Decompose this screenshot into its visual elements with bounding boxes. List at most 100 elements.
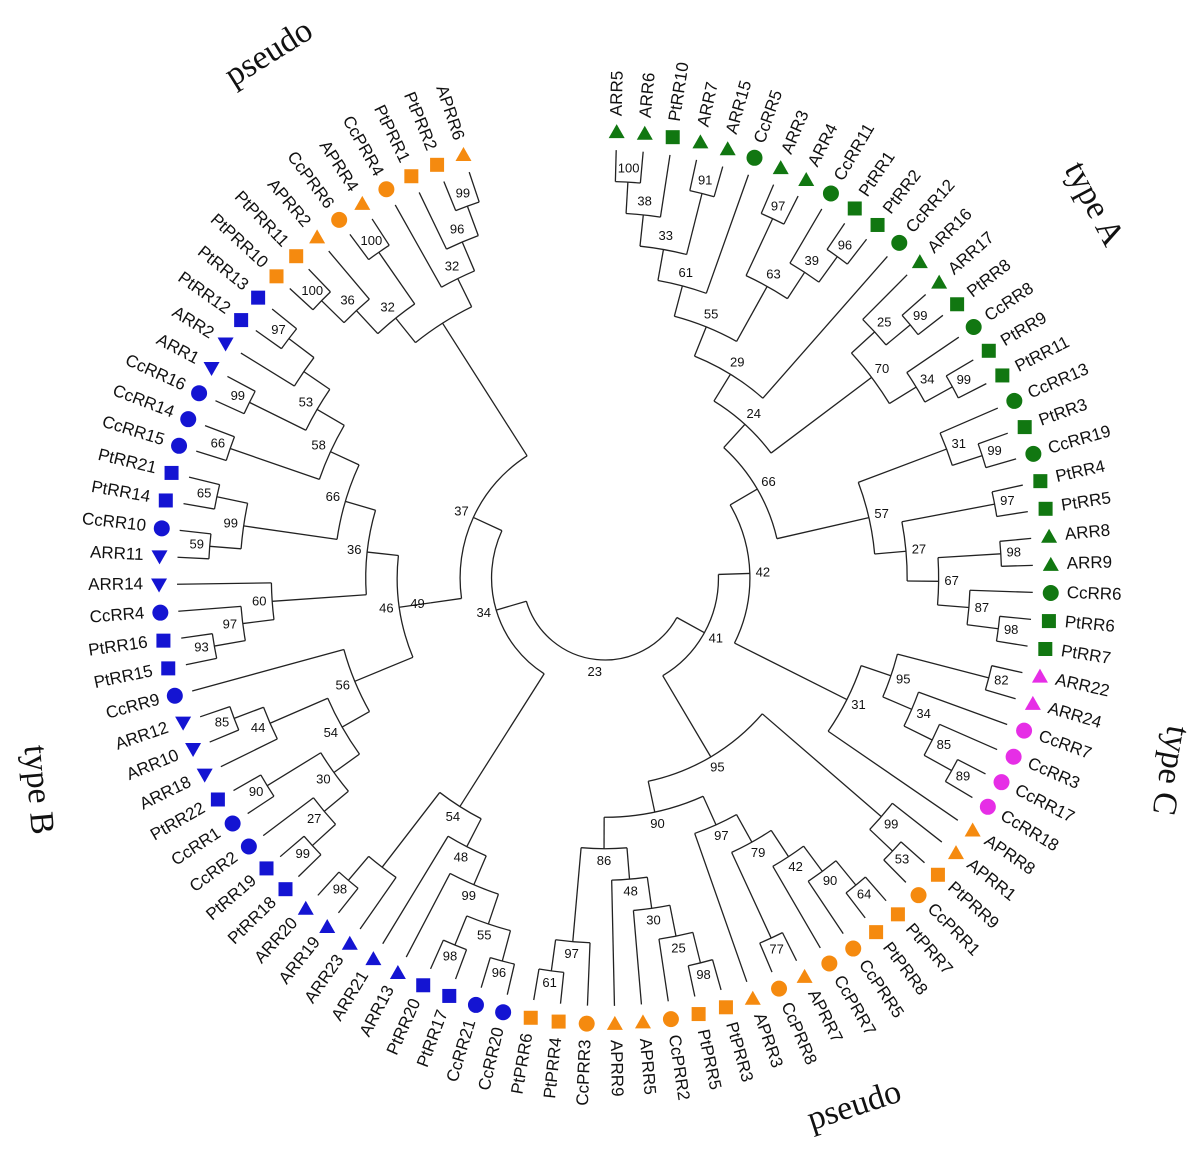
leaf-label: APRR9	[607, 1040, 627, 1097]
bootstrap-value: 99	[456, 185, 470, 200]
branch	[781, 932, 798, 962]
bootstrap-value: 85	[937, 737, 951, 752]
branch	[626, 847, 631, 880]
leaf-marker	[662, 1011, 679, 1028]
branch-arc	[396, 555, 414, 658]
branch-arc	[446, 234, 479, 250]
bootstrap-value: 37	[454, 503, 468, 518]
bootstrap-value: 66	[211, 436, 225, 451]
branch	[999, 615, 1032, 620]
leaf-marker	[234, 313, 249, 328]
leaf-marker	[161, 661, 176, 676]
bootstrap-value: 32	[380, 299, 394, 314]
leaf-marker	[365, 951, 382, 966]
leaf-label: CcRR20	[475, 1025, 508, 1092]
branch	[473, 855, 487, 886]
leaf-marker	[847, 201, 862, 216]
branch	[418, 192, 448, 250]
branch-arc	[850, 352, 890, 404]
branch	[985, 458, 1017, 469]
branch-arc	[225, 436, 236, 461]
branch	[759, 942, 773, 973]
branch	[657, 249, 665, 281]
branch	[468, 171, 480, 203]
leaf-marker	[719, 141, 736, 156]
bootstrap-value: 36	[340, 293, 354, 308]
branch	[776, 517, 870, 540]
leaf-marker	[378, 181, 395, 198]
branch	[533, 968, 540, 1001]
branch	[183, 502, 215, 510]
leaf-label: PtRR7	[1060, 641, 1112, 668]
branch	[923, 754, 952, 772]
leaf-marker	[1041, 528, 1058, 543]
leaf-marker	[319, 918, 336, 933]
group-label: type A	[1057, 155, 1132, 252]
bootstrap-value: 49	[410, 596, 424, 611]
branch	[999, 537, 1032, 542]
branch	[333, 753, 360, 774]
branch	[729, 488, 758, 506]
bootstrap-value: 33	[658, 228, 672, 243]
bootstrap-value: 36	[347, 542, 361, 557]
branch	[454, 915, 468, 946]
branch	[918, 691, 1008, 726]
leaf-label: CcRR10	[81, 509, 147, 535]
branch-arc	[857, 482, 876, 555]
branch-arc	[243, 390, 256, 414]
leaf-marker	[217, 337, 234, 352]
leaf-marker	[964, 822, 981, 837]
leaf-marker	[1033, 474, 1048, 489]
bootstrap-value: 34	[916, 706, 930, 721]
bootstrap-value: 25	[671, 940, 685, 955]
branch	[731, 852, 772, 939]
bootstrap-value: 91	[698, 172, 712, 187]
branch	[480, 957, 491, 988]
branch	[770, 376, 872, 454]
bootstrap-value: 48	[623, 884, 637, 899]
bootstrap-value: 93	[194, 640, 208, 655]
bootstrap-value: 100	[618, 161, 640, 176]
branch-arc	[229, 706, 240, 731]
leaf-marker	[821, 955, 838, 972]
branch	[550, 939, 557, 971]
branch-arc	[270, 582, 275, 620]
branch	[249, 401, 307, 431]
branch	[288, 338, 315, 359]
leaf-marker	[467, 996, 484, 1013]
leaf-marker	[151, 578, 168, 593]
leaf-marker	[995, 368, 1010, 383]
leaf-label: ARR8	[1064, 521, 1111, 544]
branch-arc	[343, 649, 371, 712]
branch	[506, 963, 516, 995]
bootstrap-value: 54	[446, 809, 460, 824]
branch-arc	[648, 713, 763, 782]
bootstrap-value: 90	[249, 784, 263, 799]
leaf-marker	[180, 411, 197, 428]
leaf-label: PtRR16	[87, 632, 149, 659]
branch-arc	[368, 855, 397, 878]
bootstrap-value: 54	[324, 725, 338, 740]
branch	[889, 386, 917, 405]
bootstrap-value: 96	[838, 238, 852, 253]
bootstrap-value: 66	[326, 489, 340, 504]
bootstrap-value: 46	[379, 601, 393, 616]
branch-arc	[827, 665, 862, 732]
branch	[328, 250, 370, 300]
bootstrap-value: 34	[476, 605, 490, 620]
branch	[658, 938, 669, 1002]
leaf-marker	[185, 742, 202, 757]
leaf-label: PtPRR4	[540, 1036, 565, 1099]
leaf-label: ARR22	[1054, 670, 1112, 701]
leaf-marker	[798, 171, 815, 186]
bootstrap-value: 61	[542, 975, 556, 990]
branch	[349, 233, 370, 260]
branch	[772, 866, 821, 949]
group-label: pseudo	[803, 1073, 906, 1138]
bootstrap-value: 77	[769, 941, 783, 956]
branch	[882, 696, 912, 710]
branch-arc	[939, 432, 953, 466]
leaf-label: CcRR6	[1066, 583, 1121, 604]
leaf-label: CcRR21	[443, 1017, 480, 1084]
leaf-marker	[947, 845, 964, 860]
